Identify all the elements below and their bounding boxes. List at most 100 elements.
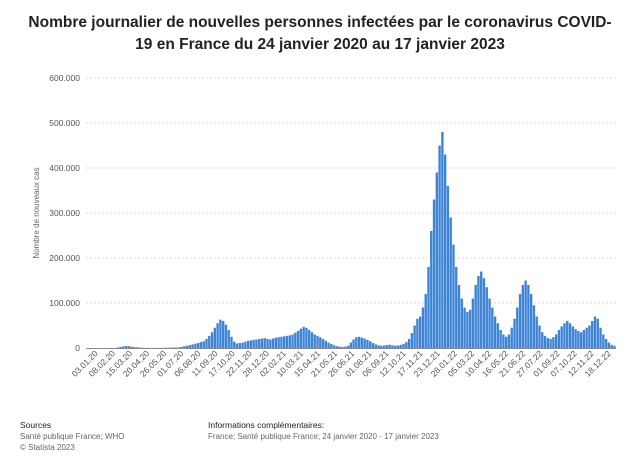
bar-series <box>116 132 616 349</box>
bar <box>535 316 538 348</box>
bar <box>518 294 522 348</box>
bar <box>252 339 255 348</box>
bar <box>316 335 319 348</box>
info-text: France; Santé publique France; 24 janvie… <box>208 432 439 441</box>
bar <box>604 339 608 348</box>
bar <box>205 339 208 348</box>
bar <box>402 343 405 348</box>
bar <box>219 319 222 348</box>
bar <box>330 343 333 348</box>
bar <box>288 335 291 348</box>
bar <box>474 285 477 348</box>
bar <box>274 337 278 348</box>
bar <box>335 346 339 348</box>
y-tick-label: 400.000 <box>49 163 80 173</box>
bar <box>391 345 394 348</box>
bar <box>299 328 303 348</box>
bar <box>360 337 364 348</box>
bar <box>541 332 544 348</box>
bar <box>183 346 186 348</box>
bar <box>396 345 400 348</box>
bar <box>480 271 483 348</box>
bar <box>357 336 361 348</box>
bar <box>305 327 308 348</box>
bar <box>427 267 430 348</box>
bar <box>302 326 305 348</box>
bar <box>269 339 272 348</box>
y-tick-label: 500.000 <box>49 118 80 128</box>
bar <box>344 346 347 348</box>
bar <box>230 336 233 348</box>
bar <box>543 335 547 348</box>
y-axis-ticks: 0 100.000 200.000 300.000 400.000 500.000 600.… <box>49 73 80 353</box>
bar <box>196 343 200 348</box>
bar <box>332 345 336 348</box>
bar <box>246 340 250 348</box>
bar <box>233 341 236 348</box>
bar <box>266 339 269 348</box>
bar <box>185 345 189 348</box>
bar <box>560 326 563 348</box>
bar <box>466 312 469 348</box>
bar <box>579 332 583 348</box>
bar <box>258 339 261 348</box>
bar <box>582 330 586 348</box>
bar <box>380 345 383 348</box>
bar <box>355 337 358 348</box>
footer-info: Informations complémentaires: France; Sa… <box>208 420 439 442</box>
bar <box>366 339 369 348</box>
bar <box>238 343 241 348</box>
bar <box>363 338 366 348</box>
bar <box>485 287 488 348</box>
bar <box>377 345 380 348</box>
bar <box>438 145 441 348</box>
bar <box>255 339 258 348</box>
bar <box>407 339 411 348</box>
bar <box>546 338 549 348</box>
bar <box>430 231 433 348</box>
bar <box>593 316 597 348</box>
bar <box>283 336 286 348</box>
bar <box>374 344 377 348</box>
bar <box>133 347 136 348</box>
bar <box>446 186 450 348</box>
bar <box>568 323 572 348</box>
bar <box>213 327 217 348</box>
bar <box>496 323 500 348</box>
bar <box>285 335 289 348</box>
bar <box>563 323 566 348</box>
bar <box>452 244 455 348</box>
bar <box>557 330 561 348</box>
bar <box>549 339 552 348</box>
bar <box>221 321 225 348</box>
bar <box>566 321 569 348</box>
bar <box>527 285 530 348</box>
bar <box>119 346 122 349</box>
footer-sources: Sources Santé publique France; WHO © Sta… <box>20 420 125 453</box>
bar <box>216 323 219 348</box>
bar <box>607 342 611 348</box>
bar <box>388 344 391 349</box>
bar <box>460 298 463 348</box>
bar <box>277 337 280 348</box>
bar <box>296 330 300 348</box>
bar <box>554 334 558 348</box>
bar <box>463 307 466 348</box>
bar <box>491 307 494 348</box>
bar <box>310 332 314 348</box>
bar <box>341 346 344 349</box>
bar <box>421 307 425 348</box>
bar <box>127 346 130 348</box>
bar <box>516 307 519 348</box>
bar <box>191 344 194 348</box>
bar <box>263 338 266 348</box>
bar <box>507 334 511 348</box>
bar <box>457 285 461 348</box>
bar <box>510 327 513 348</box>
bar <box>552 337 555 348</box>
bar <box>602 334 605 348</box>
bar <box>244 341 247 348</box>
bar <box>477 276 480 348</box>
bar <box>327 342 330 348</box>
bar <box>210 332 214 348</box>
